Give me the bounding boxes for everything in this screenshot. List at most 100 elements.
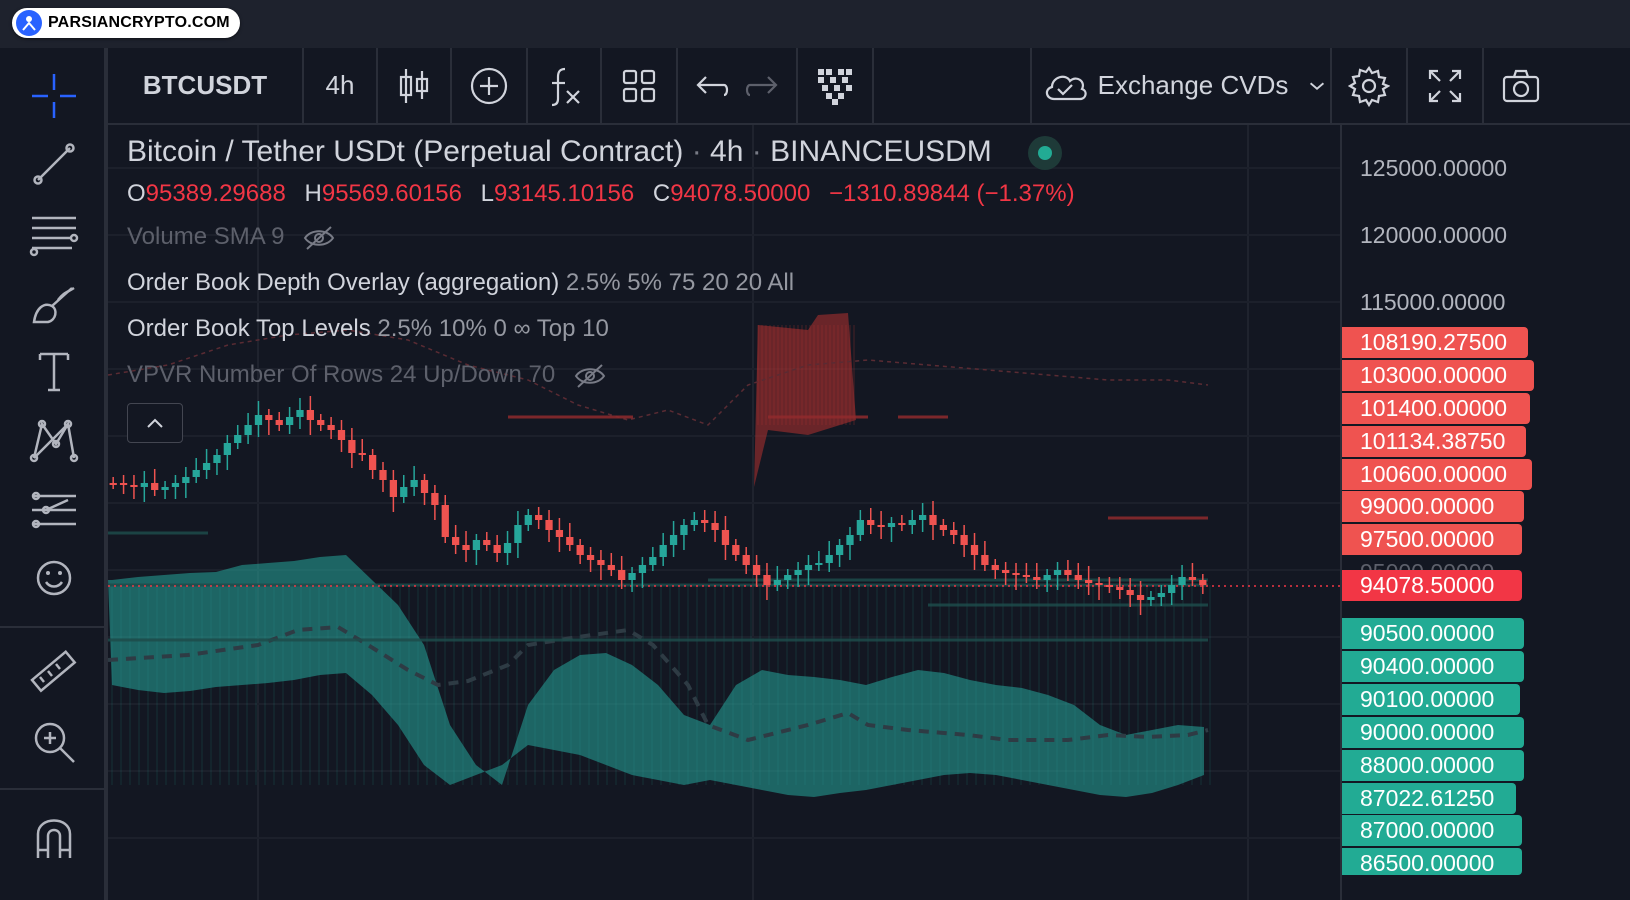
candle-body bbox=[503, 543, 512, 553]
emoji-tool-icon[interactable] bbox=[24, 548, 84, 608]
indicator-vpvr[interactable]: VPVR Number Of Rows 24 Up/Down 70 bbox=[127, 361, 606, 389]
candle-body bbox=[669, 535, 678, 545]
open-key: O bbox=[127, 180, 146, 207]
candle-body bbox=[244, 425, 252, 435]
low-key: L bbox=[480, 180, 495, 207]
price-tick: 120000.00000 bbox=[1360, 222, 1508, 248]
candle-body bbox=[234, 435, 242, 443]
candle-body bbox=[898, 523, 906, 525]
exchange-cvds-label: Exchange CVDs bbox=[1097, 70, 1289, 100]
candle-body bbox=[846, 535, 854, 545]
text-tool-icon[interactable] bbox=[24, 342, 84, 402]
plus-circle-icon bbox=[470, 67, 508, 104]
bid-depth-area bbox=[108, 555, 1204, 797]
interval-button[interactable]: 4h bbox=[304, 48, 376, 123]
candle-body bbox=[649, 557, 657, 565]
candle-body bbox=[192, 470, 200, 477]
symbol-label: BTCUSDT bbox=[142, 70, 268, 100]
ask-level-label: 103000.00000 bbox=[1342, 360, 1534, 391]
candle-body bbox=[535, 515, 543, 520]
zoom-in-icon[interactable] bbox=[24, 712, 84, 772]
indicator-args: 2.5% 5% 75 20 20 All bbox=[565, 269, 795, 296]
candle-body bbox=[109, 483, 117, 485]
high-value: 95569.60156 bbox=[321, 180, 462, 207]
candle-body bbox=[929, 515, 937, 525]
candle-body bbox=[306, 410, 314, 420]
candle-body bbox=[420, 480, 429, 493]
ask-level-label: 99000.00000 bbox=[1342, 491, 1524, 522]
bid-level-label: 86500.00000 bbox=[1342, 848, 1522, 876]
candle-body bbox=[566, 537, 574, 545]
price-scale[interactable]: 125000.00000 120000.00000 115000.00000 9… bbox=[1340, 125, 1630, 900]
exchange-cvds-dropdown[interactable]: Exchange CVDs bbox=[1040, 48, 1330, 123]
bid-level-label: 90400.00000 bbox=[1342, 651, 1524, 682]
candle-body bbox=[804, 565, 813, 570]
eye-hidden-icon[interactable] bbox=[574, 363, 606, 389]
undo-icon bbox=[696, 75, 729, 96]
legend-separator: · bbox=[691, 135, 702, 168]
close-value: 94078.50000 bbox=[670, 180, 811, 207]
candle-body bbox=[555, 530, 564, 537]
candle-body bbox=[545, 520, 553, 530]
indicators-button[interactable] bbox=[528, 48, 600, 123]
magnet-icon[interactable] bbox=[24, 806, 84, 866]
redo-button[interactable] bbox=[740, 48, 786, 123]
toolbar-divider bbox=[526, 48, 528, 123]
brand-watermark: PARSIANCRYPTO.COM bbox=[12, 8, 240, 38]
eye-hidden-icon[interactable] bbox=[303, 225, 335, 251]
ruler-tool-icon[interactable] bbox=[24, 642, 84, 702]
candle-body bbox=[970, 545, 979, 555]
chart-type-button[interactable] bbox=[378, 48, 450, 123]
fib-retracement-tool-icon[interactable] bbox=[24, 204, 84, 264]
price-chart-pane[interactable] bbox=[108, 125, 1340, 900]
indicator-order-book-top-levels[interactable]: Order Book Top Levels 2.5% 10% 0 ∞ Top 1… bbox=[127, 315, 609, 343]
fullscreen-button[interactable] bbox=[1408, 48, 1482, 123]
symbol-search-button[interactable]: BTCUSDT bbox=[108, 48, 302, 123]
prediction-tool-icon[interactable] bbox=[24, 480, 84, 540]
toolbar-divider bbox=[0, 626, 104, 628]
ohlc-values: O95389.29688 H95569.60156 L93145.10156 C… bbox=[127, 180, 1087, 208]
layout-button[interactable] bbox=[602, 48, 676, 123]
price-tick: 125000.00000 bbox=[1360, 155, 1508, 181]
candle-body bbox=[431, 493, 439, 505]
candle-body bbox=[711, 523, 719, 530]
candle-body bbox=[721, 530, 730, 545]
pattern-tool-icon[interactable] bbox=[24, 410, 84, 470]
bid-level-label: 87022.61250 bbox=[1342, 783, 1516, 814]
ask-depth-area bbox=[754, 313, 856, 487]
candle-body bbox=[960, 535, 968, 545]
trend-line-tool-icon[interactable] bbox=[24, 134, 84, 194]
indicator-order-book-depth[interactable]: Order Book Depth Overlay (aggregation) 2… bbox=[127, 269, 794, 297]
chevron-up-icon bbox=[147, 418, 163, 428]
candle-body bbox=[1002, 570, 1010, 573]
toolbar-divider bbox=[450, 48, 452, 123]
brush-tool-icon[interactable] bbox=[24, 274, 84, 334]
undo-button[interactable] bbox=[688, 48, 734, 123]
indicator-args: 2.5% 10% 0 ∞ Top 10 bbox=[377, 315, 609, 342]
candle-body bbox=[493, 545, 501, 553]
legend-interval: 4h bbox=[710, 135, 744, 168]
candle-body bbox=[607, 565, 615, 570]
legend-collapse-button[interactable] bbox=[127, 403, 183, 443]
candle-body bbox=[597, 560, 605, 565]
top-bar: PARSIANCRYPTO.COM bbox=[0, 0, 1630, 49]
snapshot-button[interactable] bbox=[1484, 48, 1558, 123]
crosshair-tool-icon[interactable] bbox=[24, 66, 84, 126]
ask-level-label: 101134.38750 bbox=[1342, 426, 1526, 457]
candle-body bbox=[410, 480, 418, 487]
candle-body bbox=[867, 520, 875, 525]
toolbar-divider bbox=[1482, 48, 1484, 123]
candle-body bbox=[701, 520, 709, 523]
market-status-icon[interactable] bbox=[1028, 136, 1063, 171]
chart-toolbar: BTCUSDT 4h Exchange CVDs bbox=[108, 48, 1630, 125]
candle-body bbox=[856, 520, 864, 535]
settings-button[interactable] bbox=[1332, 48, 1406, 123]
candle-body bbox=[1043, 575, 1051, 580]
qr-scanner-button[interactable] bbox=[798, 48, 872, 123]
candle-body bbox=[462, 545, 470, 550]
candle-body bbox=[815, 563, 823, 565]
indicator-volume-sma[interactable]: Volume SMA 9 bbox=[127, 223, 335, 251]
compare-button[interactable] bbox=[452, 48, 526, 123]
symbol-description: Bitcoin / Tether USDt (Perpetual Contrac… bbox=[127, 135, 684, 168]
bid-level-label: 88000.00000 bbox=[1342, 750, 1524, 781]
